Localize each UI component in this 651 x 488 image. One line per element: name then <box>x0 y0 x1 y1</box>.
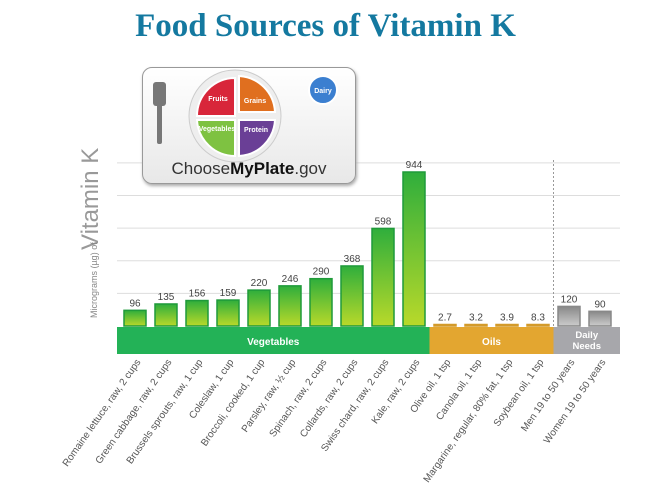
data-label: 156 <box>189 289 206 300</box>
plate-icon: Fruits Grains Vegetables Protein Dairy <box>153 69 338 163</box>
group-label: Oils <box>482 337 501 348</box>
bar <box>309 277 333 327</box>
y-axis-label-small: Micrograms (µg) of <box>89 242 99 318</box>
group-label: Daily <box>575 330 598 341</box>
group-band <box>429 327 554 354</box>
data-label: 220 <box>251 278 268 289</box>
svg-text:Fruits: Fruits <box>208 96 228 103</box>
bar <box>433 323 457 327</box>
fork-icon <box>153 82 166 144</box>
svg-text:Dairy: Dairy <box>314 88 332 95</box>
group-label: Needs <box>572 341 601 352</box>
bar <box>123 309 147 327</box>
choosemyplate-logo: Fruits Grains Vegetables Protein Dairy C… <box>142 67 356 184</box>
x-tick-label: Collards, raw, 2 cups <box>298 357 360 439</box>
data-label: 3.2 <box>469 313 483 324</box>
bar <box>185 299 209 327</box>
svg-text:Protein: Protein <box>244 127 268 134</box>
data-label: 290 <box>313 267 330 278</box>
data-label: 8.3 <box>531 313 545 324</box>
bar <box>154 303 178 327</box>
data-label: 2.7 <box>438 313 452 324</box>
data-label: 120 <box>561 294 578 305</box>
bar <box>557 305 581 327</box>
data-label: 96 <box>129 298 141 309</box>
data-label: 159 <box>220 288 237 299</box>
svg-text:Vegetables: Vegetables <box>199 126 236 133</box>
group-band <box>553 327 620 354</box>
bar <box>247 289 271 327</box>
bar <box>588 310 612 327</box>
data-label: 90 <box>594 299 606 310</box>
y-axis-label-large: Vitamin K <box>77 148 104 250</box>
group-band <box>117 327 430 354</box>
data-label: 944 <box>406 160 423 171</box>
data-label: 368 <box>344 254 361 265</box>
svg-text:Grains: Grains <box>244 98 266 105</box>
bar <box>216 299 240 327</box>
bar <box>495 323 519 327</box>
x-tick-label: Parsley, raw, ½ cup <box>240 357 299 435</box>
bar <box>371 227 395 327</box>
bar <box>464 323 488 327</box>
page-title: Food Sources of Vitamin K <box>135 8 516 44</box>
group-label: Vegetables <box>247 337 300 348</box>
bar <box>340 265 364 327</box>
data-label: 3.9 <box>500 313 514 324</box>
bar <box>402 171 426 327</box>
data-label: 135 <box>158 292 175 303</box>
data-label: 598 <box>375 216 392 227</box>
bar <box>526 323 550 327</box>
x-tick-label: Men 19 to 50 years <box>519 357 577 433</box>
x-tick-label: Women 19 to 50 years <box>542 357 609 446</box>
x-tick-label: Spinach, raw, 2 cups <box>268 357 330 439</box>
data-label: 246 <box>282 274 299 285</box>
bar <box>278 285 302 327</box>
